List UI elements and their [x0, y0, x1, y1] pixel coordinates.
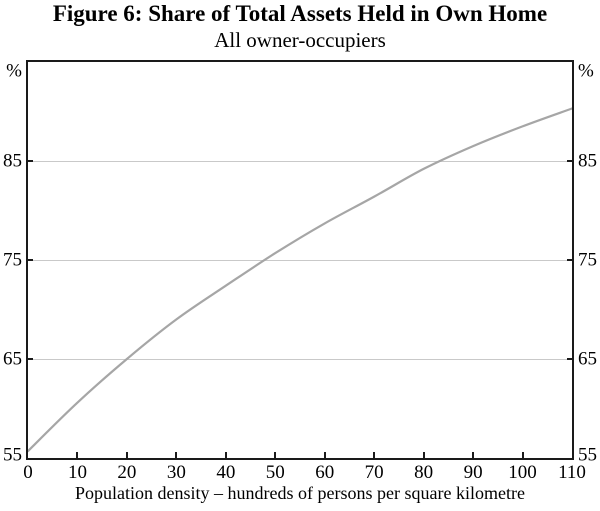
x-label-70: 70: [364, 462, 384, 483]
y-tick-right-75: [567, 259, 572, 261]
x-axis-title: Population density – hundreds of persons…: [75, 483, 525, 503]
y-tick-right-65: [567, 358, 572, 360]
curve-share-of-total-assets: [28, 107, 572, 453]
y-label-ylab-right-65: 65: [578, 348, 597, 370]
y-tick-left-75: [28, 259, 33, 261]
x-tick-60: [323, 452, 326, 458]
x-tick-20: [125, 452, 128, 458]
y-axis-labels-left: % 85 75 65 55: [0, 0, 22, 511]
x-label-60: 60: [315, 462, 335, 483]
x-label-40: 40: [216, 462, 236, 483]
x-tick-50: [274, 452, 277, 458]
x-tick-90: [472, 452, 475, 458]
y-unit-ylab-right: %: [578, 60, 594, 82]
x-tick-10: [76, 452, 79, 458]
line-series-svg: [28, 107, 572, 453]
x-label-10: 10: [67, 462, 87, 483]
x-label-100: 100: [508, 462, 537, 483]
x-label-20: 20: [117, 462, 137, 483]
x-label-0: 0: [23, 462, 33, 483]
x-label-90: 90: [463, 462, 483, 483]
figure-title: Figure 6: Share of Total Assets Held in …: [52, 1, 548, 26]
x-tick-100: [521, 452, 524, 458]
x-tick-80: [422, 452, 425, 458]
y-label-ylab-right-55: 55: [578, 444, 597, 466]
y-label-ylab-right-85: 85: [578, 150, 597, 172]
y-label-ylab-right-75: 75: [578, 249, 597, 271]
gridline-75: [28, 259, 572, 261]
x-tick-40: [224, 452, 227, 458]
x-label-80: 80: [414, 462, 434, 483]
y-label-ylab-left-75: 75: [3, 249, 22, 271]
gridline-65: [28, 358, 572, 360]
x-tick-30: [175, 452, 178, 458]
x-label-110: 110: [558, 462, 586, 483]
y-tick-left-65: [28, 358, 33, 360]
gridline-85: [28, 160, 572, 162]
x-label-50: 50: [265, 462, 285, 483]
y-label-ylab-left-85: 85: [3, 150, 22, 172]
plot-area: [26, 60, 574, 460]
y-axis-labels-right: % 85 75 65 55: [578, 0, 600, 511]
y-tick-left-85: [28, 160, 33, 162]
x-label-30: 30: [166, 462, 186, 483]
y-tick-right-85: [567, 160, 572, 162]
y-label-ylab-left-65: 65: [3, 348, 22, 370]
y-unit-ylab-left: %: [6, 60, 22, 82]
x-tick-70: [373, 452, 376, 458]
figure-subtitle: All owner-occupiers: [214, 28, 386, 52]
y-label-ylab-left-55: 55: [3, 444, 22, 466]
